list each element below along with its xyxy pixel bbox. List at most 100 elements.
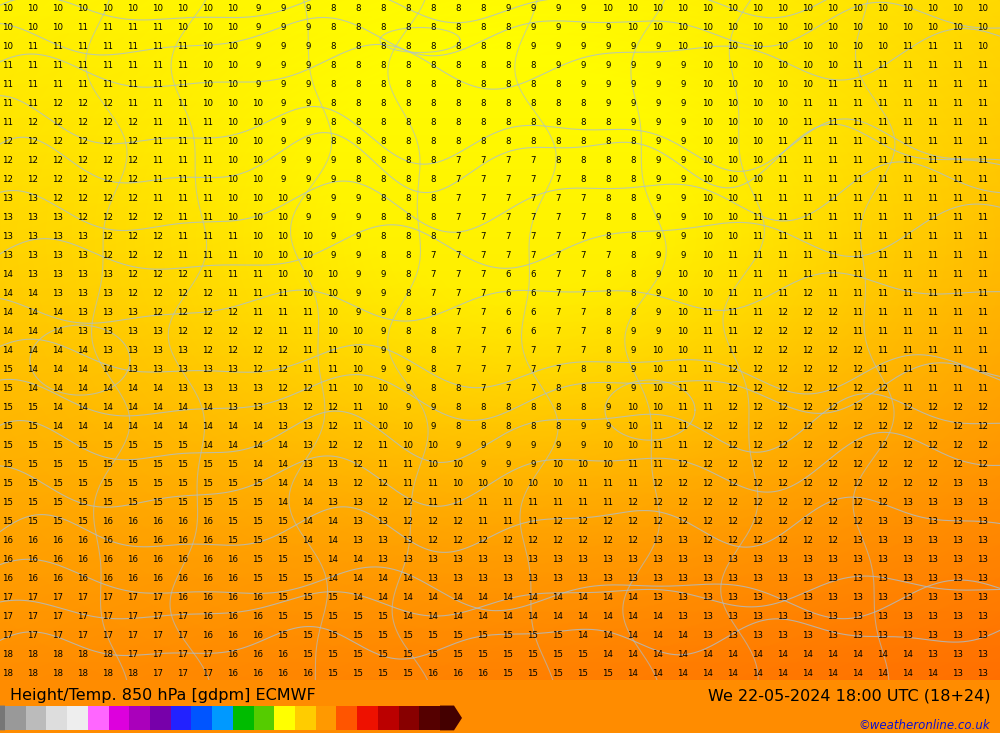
Text: 7: 7 bbox=[505, 194, 511, 202]
Text: 15: 15 bbox=[178, 498, 188, 507]
Text: 10: 10 bbox=[753, 23, 764, 32]
Text: 14: 14 bbox=[652, 668, 664, 678]
Text: 12: 12 bbox=[902, 479, 914, 487]
Text: 14: 14 bbox=[103, 364, 114, 374]
Text: 12: 12 bbox=[978, 441, 988, 449]
Text: 9: 9 bbox=[480, 441, 486, 449]
Text: 7: 7 bbox=[480, 308, 486, 317]
Text: 12: 12 bbox=[952, 402, 964, 412]
Text: 7: 7 bbox=[430, 251, 436, 259]
Text: 16: 16 bbox=[428, 668, 438, 678]
Text: 12: 12 bbox=[852, 498, 864, 507]
Text: 13: 13 bbox=[28, 232, 38, 240]
Text: 13: 13 bbox=[728, 593, 738, 602]
Text: 14: 14 bbox=[103, 421, 114, 431]
Text: 14: 14 bbox=[478, 612, 488, 621]
Text: 15: 15 bbox=[352, 612, 364, 621]
Text: 15: 15 bbox=[103, 498, 114, 507]
Text: 9: 9 bbox=[605, 383, 611, 393]
Text: 11: 11 bbox=[778, 232, 788, 240]
Text: 12: 12 bbox=[578, 536, 588, 545]
Text: 11: 11 bbox=[753, 308, 764, 317]
Text: 13: 13 bbox=[852, 630, 864, 640]
Text: 10: 10 bbox=[652, 23, 664, 32]
Text: 7: 7 bbox=[505, 155, 511, 164]
Text: 11: 11 bbox=[828, 136, 838, 146]
Text: 8: 8 bbox=[630, 174, 636, 183]
Text: 11: 11 bbox=[952, 289, 964, 298]
Text: 16: 16 bbox=[228, 612, 239, 621]
Text: 17: 17 bbox=[28, 593, 38, 602]
Text: 8: 8 bbox=[530, 79, 536, 89]
Text: 7: 7 bbox=[480, 213, 486, 221]
Text: 12: 12 bbox=[728, 364, 738, 374]
Text: 6: 6 bbox=[530, 270, 536, 279]
Text: 8: 8 bbox=[480, 98, 486, 108]
Text: 14: 14 bbox=[28, 327, 38, 336]
Text: 13: 13 bbox=[202, 383, 214, 393]
Text: 14: 14 bbox=[402, 612, 414, 621]
Text: 9: 9 bbox=[330, 213, 336, 221]
Text: 11: 11 bbox=[202, 117, 214, 127]
Text: 14: 14 bbox=[278, 441, 288, 449]
Text: 15: 15 bbox=[52, 441, 64, 449]
Text: 10: 10 bbox=[302, 289, 314, 298]
Text: 11: 11 bbox=[503, 498, 514, 507]
Text: 12: 12 bbox=[802, 289, 814, 298]
Text: 11: 11 bbox=[652, 421, 664, 431]
Text: 12: 12 bbox=[928, 421, 938, 431]
Text: 14: 14 bbox=[52, 421, 64, 431]
Text: 9: 9 bbox=[305, 42, 311, 51]
Text: 10: 10 bbox=[152, 4, 164, 12]
Text: 10: 10 bbox=[702, 270, 714, 279]
Text: 11: 11 bbox=[978, 270, 988, 279]
Text: 8: 8 bbox=[605, 174, 611, 183]
Text: 13: 13 bbox=[503, 574, 514, 583]
Text: 18: 18 bbox=[78, 649, 88, 659]
Text: 11: 11 bbox=[978, 61, 988, 70]
Text: 15: 15 bbox=[552, 649, 564, 659]
Text: 18: 18 bbox=[52, 649, 64, 659]
Text: 14: 14 bbox=[702, 649, 714, 659]
Text: 8: 8 bbox=[605, 155, 611, 164]
Text: 15: 15 bbox=[103, 460, 114, 468]
Text: 12: 12 bbox=[52, 136, 64, 146]
Text: 11: 11 bbox=[978, 98, 988, 108]
Text: 7: 7 bbox=[480, 194, 486, 202]
Text: 17: 17 bbox=[2, 593, 14, 602]
Text: 12: 12 bbox=[52, 174, 64, 183]
Text: 11: 11 bbox=[202, 155, 214, 164]
Text: 12: 12 bbox=[852, 346, 864, 355]
Text: 10: 10 bbox=[728, 194, 738, 202]
Text: 11: 11 bbox=[952, 308, 964, 317]
Text: 15: 15 bbox=[302, 649, 314, 659]
Text: 10: 10 bbox=[702, 174, 714, 183]
Text: 7: 7 bbox=[530, 194, 536, 202]
Text: 15: 15 bbox=[78, 460, 88, 468]
Text: 13: 13 bbox=[828, 612, 838, 621]
Text: 8: 8 bbox=[555, 98, 561, 108]
Text: 14: 14 bbox=[478, 593, 488, 602]
Text: 10: 10 bbox=[528, 479, 538, 487]
Text: 11: 11 bbox=[902, 117, 914, 127]
Text: 10: 10 bbox=[702, 117, 714, 127]
Text: 13: 13 bbox=[528, 555, 538, 564]
Text: 9: 9 bbox=[305, 155, 311, 164]
Bar bbox=[150, 706, 171, 730]
Text: 10: 10 bbox=[378, 402, 388, 412]
Text: 11: 11 bbox=[128, 42, 138, 51]
Text: 17: 17 bbox=[28, 630, 38, 640]
Text: 8: 8 bbox=[480, 23, 486, 32]
Text: 14: 14 bbox=[628, 612, 639, 621]
Text: 11: 11 bbox=[902, 98, 914, 108]
Text: 7: 7 bbox=[480, 251, 486, 259]
Text: 15: 15 bbox=[302, 574, 314, 583]
Text: 13: 13 bbox=[952, 593, 964, 602]
Text: 15: 15 bbox=[103, 479, 114, 487]
Text: 12: 12 bbox=[728, 498, 738, 507]
Text: 11: 11 bbox=[478, 498, 488, 507]
Text: 14: 14 bbox=[302, 498, 314, 507]
Text: 11: 11 bbox=[878, 79, 889, 89]
Text: 9: 9 bbox=[555, 441, 561, 449]
Text: 10: 10 bbox=[828, 23, 838, 32]
